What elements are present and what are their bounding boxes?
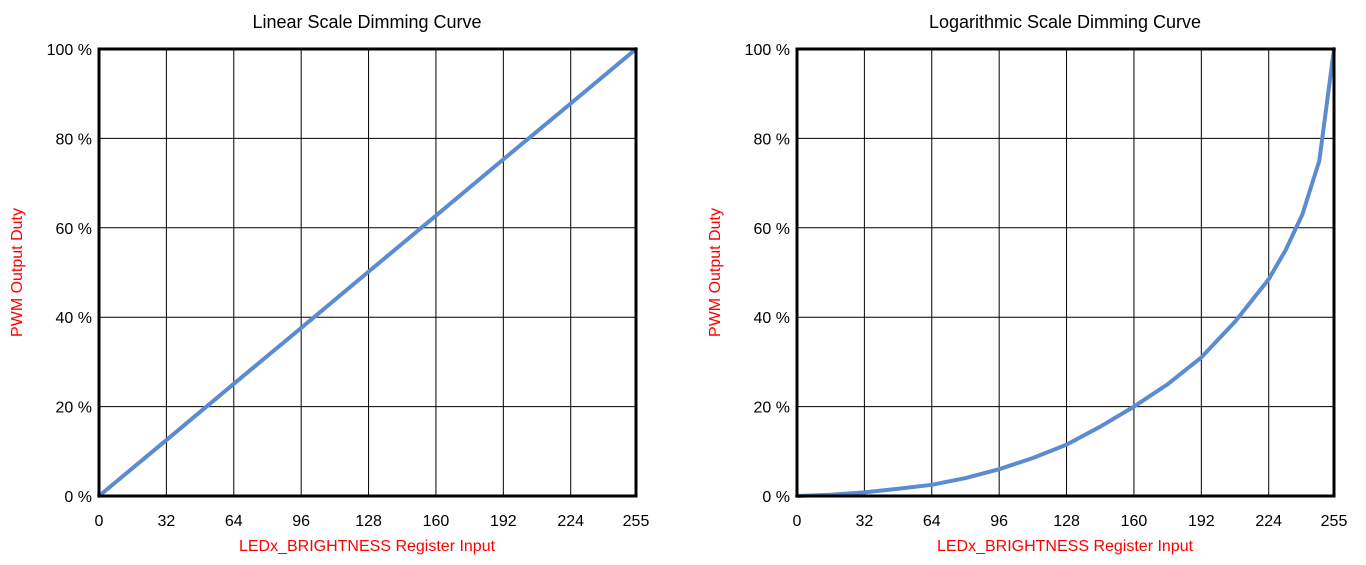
x-tick-label: 64 bbox=[225, 513, 243, 530]
y-tick-label: 0 % bbox=[762, 489, 790, 506]
x-tick-label: 32 bbox=[157, 513, 175, 530]
x-tick-label: 32 bbox=[855, 513, 873, 530]
linear-dimming-chart: Linear Scale Dimming Curve 0 32 64 96 128 160 1… bbox=[9, 12, 649, 555]
y-tick-label: 60 % bbox=[56, 221, 92, 238]
x-tick-label: 160 bbox=[423, 513, 450, 530]
y-tick-label: 20 % bbox=[56, 400, 92, 417]
x-tick-label: 128 bbox=[355, 513, 382, 530]
y-axis-label: PWM Output Duty bbox=[707, 208, 724, 337]
y-tick-label: 60 % bbox=[754, 221, 790, 238]
x-tick-label: 0 bbox=[793, 513, 802, 530]
chart-title: Logarithmic Scale Dimming Curve bbox=[929, 12, 1201, 32]
x-tick-label: 192 bbox=[490, 513, 517, 530]
x-tick-label: 128 bbox=[1053, 513, 1080, 530]
y-tick-label: 100 % bbox=[745, 42, 790, 59]
y-tick-label: 0 % bbox=[64, 489, 92, 506]
series-line bbox=[97, 47, 638, 498]
x-tick-label: 224 bbox=[557, 513, 584, 530]
y-tick-label: 80 % bbox=[754, 131, 790, 148]
y-tick-label: 40 % bbox=[56, 310, 92, 327]
x-tick-label: 96 bbox=[990, 513, 1008, 530]
x-tick-label: 224 bbox=[1255, 513, 1282, 530]
plot-frame bbox=[97, 47, 638, 498]
x-tick-label: 255 bbox=[623, 513, 650, 530]
logarithmic-dimming-chart: Logarithmic Scale Dimming Curve 0 32 64 96 12… bbox=[707, 12, 1347, 555]
y-tick-label: 100 % bbox=[47, 42, 92, 59]
x-axis-label: LEDx_BRIGHTNESS Register Input bbox=[937, 538, 1194, 555]
x-tick-label: 160 bbox=[1121, 513, 1148, 530]
x-tick-label: 96 bbox=[292, 513, 310, 530]
x-tick-label: 64 bbox=[923, 513, 941, 530]
x-tick-label: 0 bbox=[95, 513, 104, 530]
x-tick-label: 255 bbox=[1321, 513, 1348, 530]
y-tick-label: 80 % bbox=[56, 131, 92, 148]
y-axis-label: PWM Output Duty bbox=[9, 208, 26, 337]
chart-title: Linear Scale Dimming Curve bbox=[252, 12, 481, 32]
plot-frame bbox=[795, 47, 1336, 498]
series-line bbox=[795, 47, 1336, 498]
x-tick-label: 192 bbox=[1188, 513, 1215, 530]
x-axis-label: LEDx_BRIGHTNESS Register Input bbox=[239, 538, 496, 555]
y-tick-label: 20 % bbox=[754, 400, 790, 417]
y-tick-label: 40 % bbox=[754, 310, 790, 327]
